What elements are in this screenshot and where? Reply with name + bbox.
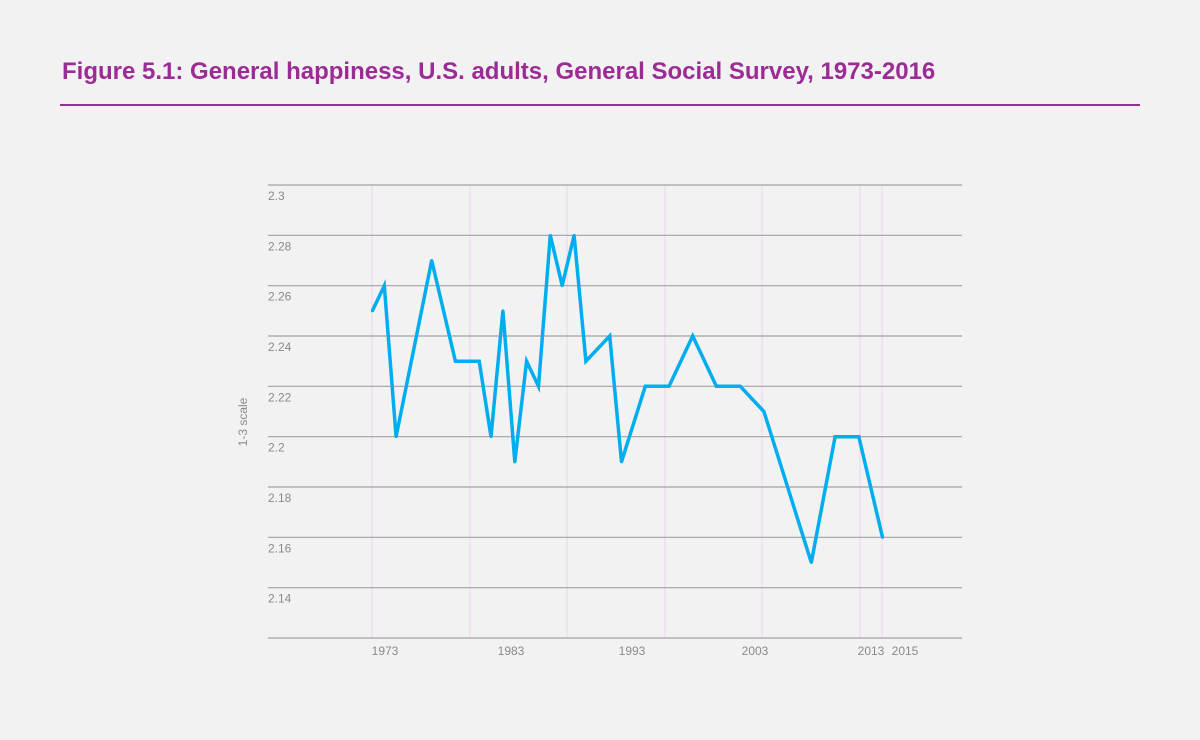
data-point xyxy=(691,334,695,338)
x-tick-label: 2015 xyxy=(892,644,919,658)
y-tick-label: 2.22 xyxy=(268,390,292,404)
x-tick-label: 1993 xyxy=(619,644,646,658)
data-point xyxy=(453,359,457,363)
data-point xyxy=(809,561,813,564)
data-point xyxy=(536,384,540,388)
x-tick-label: 2003 xyxy=(742,644,769,658)
data-point xyxy=(857,435,861,439)
x-tick-label: 1983 xyxy=(498,644,525,658)
data-point xyxy=(501,309,505,313)
data-point xyxy=(738,384,742,388)
data-point xyxy=(714,384,718,388)
data-point xyxy=(525,359,529,363)
data-point xyxy=(572,233,576,237)
data-point xyxy=(370,309,374,313)
data-point xyxy=(382,284,386,288)
data-point xyxy=(608,334,612,338)
data-point xyxy=(643,384,647,388)
y-tick-label: 2.16 xyxy=(268,541,292,555)
data-point xyxy=(620,460,624,464)
y-tick-label: 2.2 xyxy=(268,441,285,455)
x-tick-label: 1973 xyxy=(372,644,399,658)
data-point xyxy=(560,284,564,288)
happiness-series-line xyxy=(370,234,885,564)
data-point xyxy=(477,359,481,363)
y-tick-label: 2.14 xyxy=(268,592,292,606)
y-tick-label: 2.28 xyxy=(268,239,292,253)
figure-title: Figure 5.1: General happiness, U.S. adul… xyxy=(62,58,936,85)
data-point xyxy=(513,460,517,464)
data-point xyxy=(394,435,398,439)
data-point xyxy=(489,435,493,439)
y-tick-label: 2.24 xyxy=(268,340,292,354)
data-point xyxy=(667,384,671,388)
title-underline xyxy=(60,104,1140,106)
y-axis-label: 1-3 scale xyxy=(236,397,250,446)
data-point xyxy=(881,535,885,539)
data-point xyxy=(584,359,588,363)
data-point xyxy=(548,233,552,237)
data-point xyxy=(833,435,837,439)
y-tick-label: 2.18 xyxy=(268,491,292,505)
y-tick-label: 2.3 xyxy=(268,189,285,203)
data-point xyxy=(430,259,434,262)
y-tick-label: 2.26 xyxy=(268,290,292,304)
x-tick-label: 2013 xyxy=(858,644,885,658)
data-point xyxy=(762,410,766,413)
